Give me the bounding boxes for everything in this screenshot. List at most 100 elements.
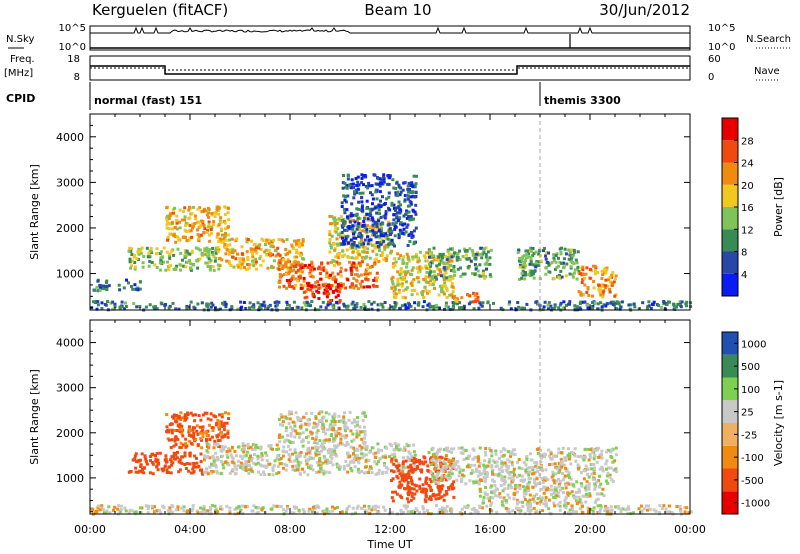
power-echo-cell	[480, 246, 483, 250]
velocity-echo-cell	[219, 505, 223, 509]
velocity-echo-cell	[187, 430, 191, 434]
power-echo-cell	[478, 301, 482, 305]
power-echo-cell	[393, 213, 397, 216]
power-echo-cell	[301, 238, 305, 242]
power-echo-cell	[314, 281, 318, 284]
power-colorbar-segment	[722, 273, 738, 296]
velocity-echo-cell	[203, 457, 206, 461]
velocity-echo-cell	[358, 456, 361, 460]
power-echo-cell	[406, 184, 410, 188]
velocity-echo-cell	[271, 447, 274, 451]
velocity-echo-cell	[561, 472, 564, 475]
power-echo-cell	[593, 272, 597, 276]
power-echo-cell	[238, 260, 242, 264]
velocity-echo-cell	[434, 476, 438, 480]
velocity-echo-cell	[652, 508, 656, 512]
power-echo-cell	[334, 218, 338, 222]
power-echo-cell	[200, 301, 204, 305]
velocity-echo-cell	[429, 498, 433, 501]
velocity-echo-cell	[409, 510, 413, 514]
power-echo-cell	[238, 263, 242, 267]
power-echo-cell	[613, 277, 617, 281]
velocity-echo-cell	[566, 501, 570, 505]
power-colorbar-segment	[722, 162, 738, 185]
velocity-echo-cell	[248, 464, 251, 468]
velocity-echo-cell	[240, 457, 244, 460]
velocity-echo-cell	[196, 511, 200, 515]
power-echo-cell	[223, 300, 227, 304]
power-echo-cell	[294, 251, 298, 255]
power-echo-cell	[299, 286, 303, 290]
velocity-echo-cell	[251, 443, 255, 447]
power-echo-cell	[406, 306, 410, 310]
power-echo-cell	[647, 304, 651, 308]
velocity-echo-cell	[209, 412, 213, 416]
power-echo-cell	[284, 253, 288, 257]
power-echo-cell	[618, 307, 622, 311]
power-echo-cell	[105, 279, 109, 283]
power-echo-cell	[348, 184, 352, 188]
power-echo-cell	[178, 263, 182, 267]
velocity-echo-cell	[166, 509, 170, 513]
velocity-echo-cell	[541, 496, 544, 500]
power-echo-cell	[168, 254, 171, 258]
velocity-echo-cell	[449, 468, 453, 472]
velocity-echo-cell	[411, 511, 415, 515]
velocity-echo-cell	[228, 506, 232, 510]
power-echo-cell	[550, 261, 554, 264]
velocity-echo-cell	[599, 504, 603, 508]
power-echo-cell	[218, 237, 222, 241]
velocity-echo-cell	[355, 506, 359, 510]
velocity-echo-cell	[244, 469, 248, 473]
velocity-echo-cell	[460, 473, 464, 477]
velocity-echo-cell	[171, 461, 175, 465]
velocity-echo-cell	[267, 444, 271, 448]
power-echo-cell	[350, 263, 354, 267]
velocity-echo-cell	[570, 451, 574, 454]
velocity-echo-cell	[330, 448, 334, 452]
power-echo-cell	[382, 258, 386, 262]
velocity-echo-cell	[577, 466, 580, 470]
velocity-echo-cell	[295, 457, 299, 461]
velocity-echo-cell	[470, 469, 474, 472]
power-echo-cell	[326, 303, 330, 307]
velocity-echo-cell	[552, 454, 556, 458]
velocity-echo-cell	[185, 511, 189, 515]
velocity-echo-cell	[436, 448, 440, 452]
velocity-echo-cell	[398, 484, 402, 488]
velocity-echo-cell	[447, 487, 451, 491]
velocity-echo-cell	[526, 500, 530, 504]
power-echo-cell	[564, 304, 568, 307]
velocity-echo-cell	[412, 450, 416, 454]
power-echo-cell	[591, 305, 595, 308]
velocity-echo-cell	[394, 470, 398, 474]
power-echo-cell	[92, 300, 95, 304]
velocity-echo-cell	[405, 497, 409, 501]
power-echo-cell	[107, 284, 111, 288]
power-echo-cell	[376, 217, 380, 221]
power-echo-cell	[211, 265, 215, 269]
power-echo-cell	[190, 235, 194, 239]
power-echo-cell	[173, 206, 176, 210]
power-echo-cell	[217, 267, 221, 271]
velocity-echo-cell	[203, 411, 207, 415]
power-echo-cell	[354, 284, 358, 288]
velocity-echo-cell	[606, 471, 610, 475]
power-echo-cell	[348, 285, 352, 289]
power-echo-cell	[215, 208, 219, 212]
power-echo-cell	[349, 214, 353, 218]
velocity-echo-cell	[494, 494, 498, 498]
velocity-echo-cell	[344, 421, 348, 425]
velocity-echo-cell	[580, 471, 583, 475]
velocity-echo-cell	[240, 467, 244, 471]
velocity-echo-cell	[551, 470, 555, 474]
power-colorbar-segment	[722, 184, 738, 207]
power-echo-cell	[329, 273, 333, 277]
power-echo-cell	[335, 237, 339, 241]
velocity-echo-cell	[611, 480, 615, 483]
velocity-echo-cell	[209, 418, 213, 422]
velocity-echo-cell	[450, 447, 453, 451]
velocity-echo-cell	[497, 457, 501, 460]
power-echo-cell	[518, 265, 522, 269]
velocity-echo-cell	[317, 463, 321, 467]
